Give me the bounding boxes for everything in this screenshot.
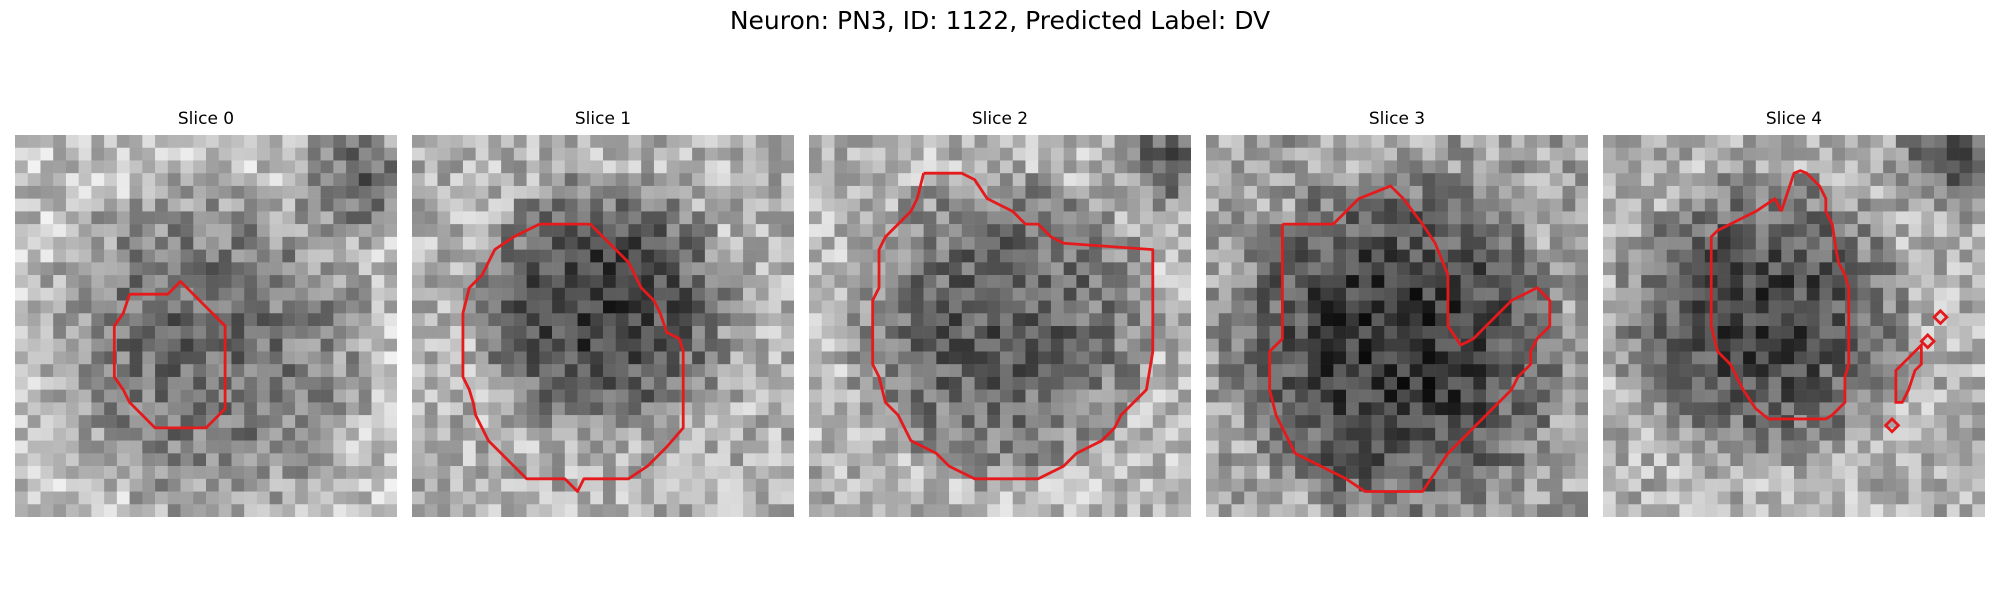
slice-image-2 [809,135,1191,517]
slice-4-pixels [1603,135,1985,517]
figure-title: Neuron: PN3, ID: 1122, Predicted Label: … [729,6,1271,35]
panel-title-slice-3: Slice 3 [1368,109,1426,129]
slice-4-contour-dot-2 [1919,332,1937,350]
slice-3-contour [1268,184,1552,493]
panel-title-slice-1: Slice 1 [574,109,632,129]
slice-4-contour [1709,169,1851,421]
slice-2-contour [871,171,1155,481]
slice-1-contour [461,222,685,493]
slice-image-3 [1206,135,1588,517]
slice-4-contour-branch [1894,341,1923,404]
slice-image-4 [1603,135,1985,517]
slice-image-0 [15,135,397,517]
panel-title-slice-0: Slice 0 [177,109,235,129]
panel-title-slice-4: Slice 4 [1765,109,1823,129]
slice-1-pixels [412,135,794,517]
slice-0-pixels [15,135,397,517]
slice-image-1 [412,135,794,517]
panel-title-slice-2: Slice 2 [971,109,1029,129]
slice-4-contour-dot-3 [1883,416,1901,434]
slice-0-contour [112,280,227,430]
slice-4-contour-dot-1 [1932,308,1949,326]
slice-2-pixels [809,135,1191,517]
